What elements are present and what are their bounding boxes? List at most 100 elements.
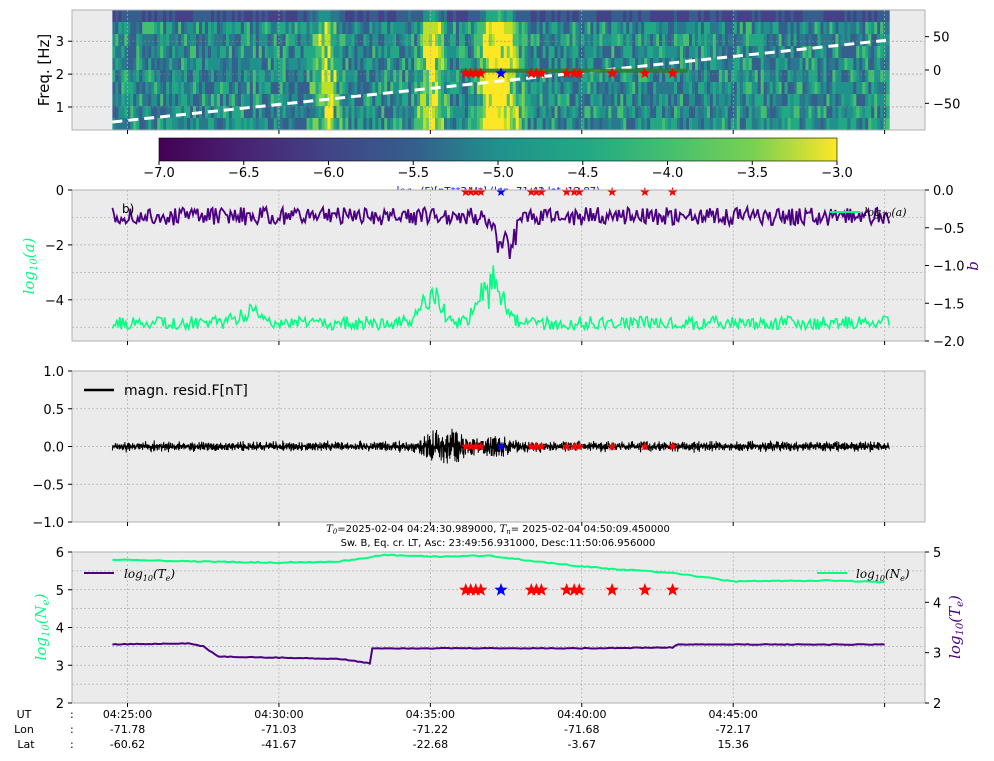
spectrogram-cell xyxy=(154,118,158,130)
spectrogram-cell xyxy=(521,70,526,83)
spectrogram-cell xyxy=(163,106,167,119)
event-star-red xyxy=(460,67,472,79)
spectrogram-cell xyxy=(647,94,651,107)
spectrogram-cell xyxy=(575,106,579,119)
spectrogram-cell xyxy=(441,46,445,59)
spectrogram-cell xyxy=(429,10,433,23)
spectrogram-cell xyxy=(635,70,639,83)
spectrogram-cell xyxy=(494,106,499,119)
spectrogram-cell xyxy=(521,106,526,119)
spectrogram-cell xyxy=(175,82,179,95)
spectrogram-cell xyxy=(775,46,780,59)
spectrogram-cell xyxy=(446,70,451,83)
spectrogram-cell xyxy=(760,70,765,83)
spectrogram-cell xyxy=(733,70,738,83)
spectrogram-cell xyxy=(142,22,146,35)
spectrogram-cell xyxy=(509,46,514,59)
spectrogram-cell xyxy=(608,34,612,47)
spectrogram-cell xyxy=(151,46,155,59)
spectrogram-cell xyxy=(184,94,188,107)
spectrogram-cell xyxy=(757,118,762,130)
spectrogram-cell xyxy=(118,46,122,59)
y-tick-label: 0.0 xyxy=(43,441,64,456)
spectrogram-cell xyxy=(452,106,457,119)
spectrogram-cell xyxy=(339,46,343,59)
spectrogram-cell xyxy=(339,70,343,83)
spectrogram-cell xyxy=(614,70,618,83)
spectrogram-cell xyxy=(775,70,780,83)
spectrogram-cell xyxy=(348,70,352,83)
x-axis-ticks xyxy=(127,130,886,707)
spectrogram-cell xyxy=(291,94,296,107)
spectrogram-cell xyxy=(551,118,556,130)
spectrogram-cell xyxy=(306,106,311,119)
spectrogram-cell xyxy=(497,106,502,119)
spectrogram-cell xyxy=(662,82,666,95)
spectrogram-cell xyxy=(688,22,693,35)
spectrogram-cell xyxy=(808,106,812,119)
spectrogram-cell xyxy=(291,70,296,83)
spectrogram-cell xyxy=(820,10,824,23)
spectrogram-cell xyxy=(378,10,382,23)
spectrogram-cell xyxy=(650,82,654,95)
spectrogram-cell xyxy=(506,58,511,71)
spectrogram-cell xyxy=(411,46,415,59)
spectrogram-cell xyxy=(479,46,484,59)
spectrogram-cell xyxy=(151,34,155,47)
y2-tick-label: 5 xyxy=(933,546,941,561)
spectrogram-cell xyxy=(730,10,735,23)
spectrogram-cell xyxy=(754,46,759,59)
spectrogram-cell xyxy=(733,94,738,107)
spectrogram-cell xyxy=(467,22,472,35)
spectrogram-cell xyxy=(303,10,308,23)
spectrogram-cell xyxy=(865,82,869,95)
spectrogram-cell xyxy=(772,106,777,119)
spectrogram-cell xyxy=(375,34,379,47)
spectrogram-cell xyxy=(503,10,508,23)
spectrogram-cell xyxy=(683,118,687,130)
spectrogram-cell xyxy=(802,118,807,130)
spectrogram-cell xyxy=(494,82,499,95)
spectrogram-cell xyxy=(721,118,726,130)
spectrogram-cell xyxy=(432,58,436,71)
spectrogram-cell xyxy=(632,70,636,83)
spectrogram-cell xyxy=(584,82,588,95)
spectrogram-cell xyxy=(817,46,821,59)
spectrogram-cell xyxy=(668,106,672,119)
spectrogram-cell xyxy=(210,58,215,71)
spectrogram-cell xyxy=(602,118,606,130)
spectrogram-cell xyxy=(745,10,750,23)
spectrogram-cell xyxy=(330,118,334,130)
spectrogram-cell xyxy=(656,34,660,47)
spectrogram-cell xyxy=(730,46,735,59)
spectrogram-cell xyxy=(231,22,236,35)
spectrogram-cell xyxy=(754,22,759,35)
spectrogram-cell xyxy=(506,94,511,107)
spectrogram-cell xyxy=(384,10,388,23)
spectrogram-cell xyxy=(548,46,553,59)
spectrogram-cell xyxy=(464,34,469,47)
spectrogram-cell xyxy=(581,94,585,107)
spectrogram-cell xyxy=(686,82,690,95)
y-tick-label: 1.0 xyxy=(43,365,64,380)
spectrogram-cell xyxy=(715,46,720,59)
spectrogram-cell xyxy=(706,82,711,95)
spectrogram-cell xyxy=(339,82,343,95)
spectrogram-cell xyxy=(417,58,421,71)
spectrogram-cell xyxy=(706,22,711,35)
spectrogram-cell xyxy=(318,106,323,119)
spectrogram-cell xyxy=(563,34,567,47)
spectrogram-cell xyxy=(512,46,517,59)
spectrogram-cell xyxy=(733,34,738,47)
spectrogram-cell xyxy=(261,82,266,95)
spectrogram-cell xyxy=(680,106,684,119)
spectrogram-cell xyxy=(369,34,373,47)
spectrogram-cell xyxy=(554,118,559,130)
spectrogram-cell xyxy=(213,22,218,35)
spectrogram-cell xyxy=(542,10,547,23)
spectrogram-cell xyxy=(865,70,869,83)
spectrogram-cell xyxy=(760,10,765,23)
spectrogram-cell xyxy=(787,70,792,83)
y2-tick-label: 4 xyxy=(933,596,941,611)
spectrogram-cell xyxy=(330,58,334,71)
